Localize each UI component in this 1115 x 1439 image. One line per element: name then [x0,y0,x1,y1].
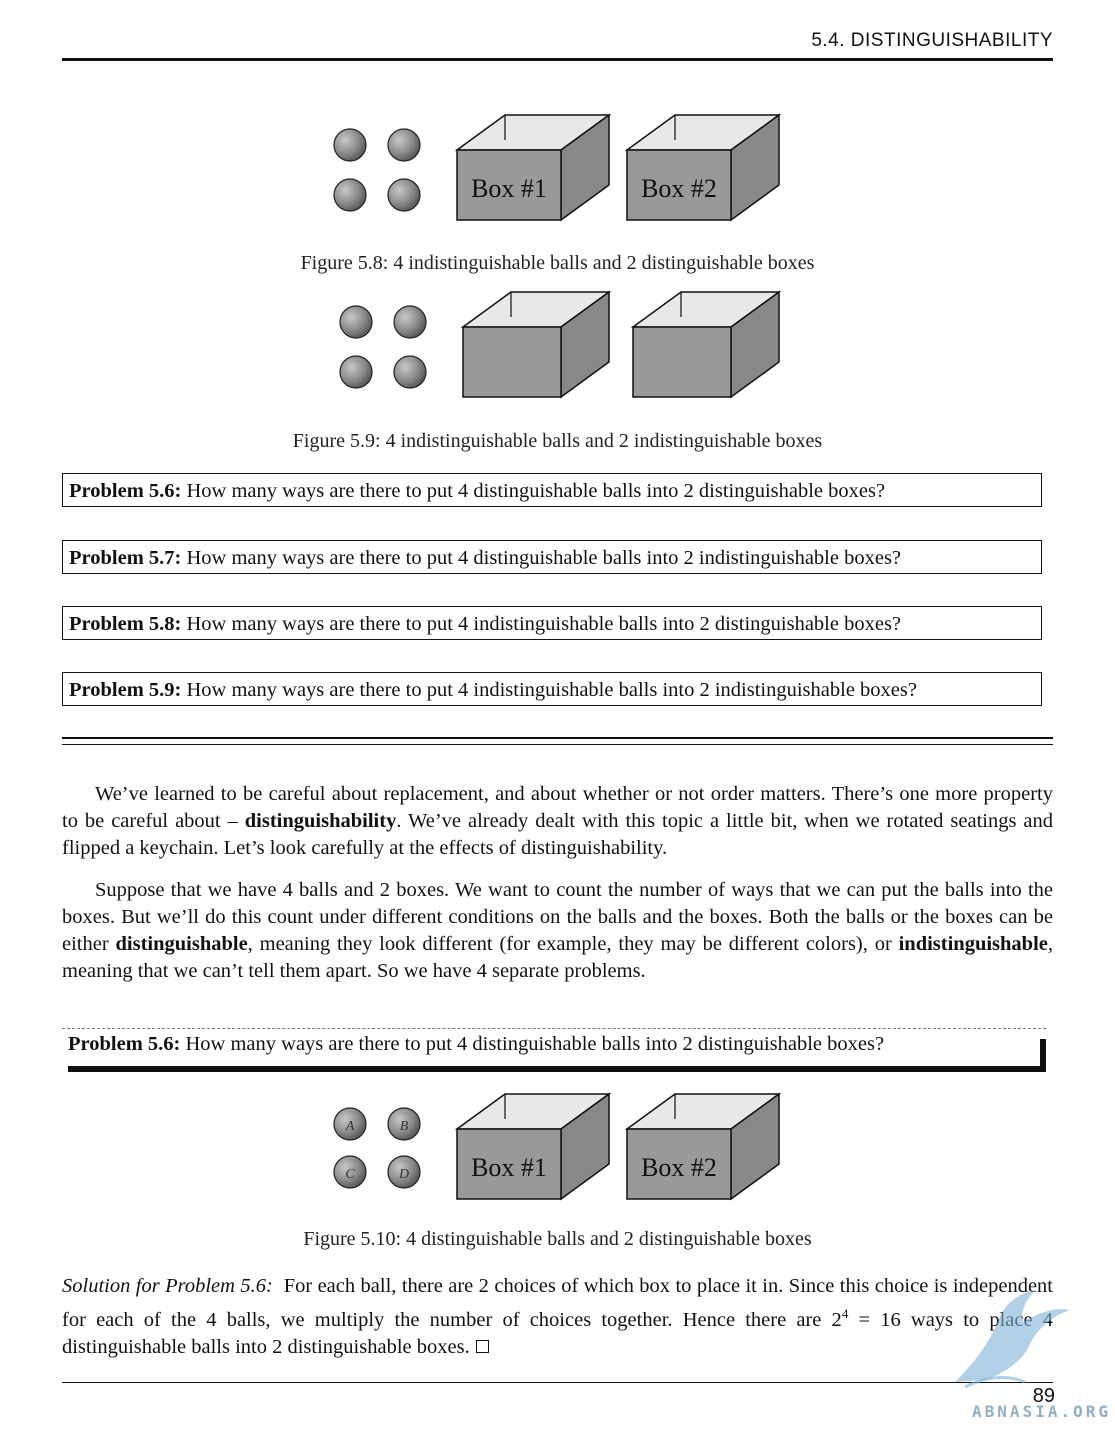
problem-text: How many ways are there to put 4 disting… [186,480,886,502]
problem-text: How many ways are there to put 4 disting… [186,547,902,569]
ball-label: A [345,1119,355,1134]
box-2-label: Box #2 [641,1153,717,1182]
ball [333,128,367,162]
box-2-label: Box #2 [641,174,717,203]
qed-icon [475,1339,489,1353]
box-2: Box #2 [624,113,782,222]
solution-5-6: Solution for Problem 5.6: For each ball,… [62,1275,1054,1358]
box-a [460,290,612,399]
problem-5-6-box: Problem 5.6: How many ways are there to … [62,473,1042,507]
ball-label: C [345,1167,355,1182]
ball [387,178,421,212]
page-number: 89 [1032,1385,1055,1407]
term-distinguishable: distinguishable [115,933,248,955]
paragraph-2: Suppose that we have 4 balls and 2 boxes… [62,879,1053,982]
problem-label: Problem 5.6: [69,480,182,502]
figure-5-9-caption: Figure 5.9: 4 indistinguishable balls an… [292,430,823,452]
watermark: ABNASIA.ORG [972,1402,1111,1421]
ball-a [333,1107,367,1141]
running-header: 5.4. DISTINGUISHABILITY [811,30,1053,51]
box-1-label: Box #1 [471,1153,547,1182]
figure-5-9 [339,290,782,399]
section-divider-bottom [62,744,1053,745]
problem-5-6-heading: Problem 5.6: How many ways are there to … [62,1028,1046,1072]
ball [393,355,427,389]
problem-5-7-box: Problem 5.7: How many ways are there to … [62,540,1042,574]
problem-label: Problem 5.8: [69,613,182,635]
ball [339,305,373,339]
ball-label: D [398,1167,409,1182]
header-rule [62,58,1053,61]
figure-5-10-caption: Figure 5.10: 4 distinguishable balls and… [303,1228,812,1250]
section-divider-top [62,737,1053,739]
ball-label: B [400,1119,409,1134]
figure-5-8: Box #1 Box #2 [333,113,782,222]
problem-text: How many ways are there to put 4 indisti… [186,679,917,701]
problem-label: Problem 5.7: [69,547,182,569]
problem-5-9-box: Problem 5.9: How many ways are there to … [62,672,1042,706]
problem-5-8-box: Problem 5.8: How many ways are there to … [62,606,1042,640]
box-1: Box #1 [454,113,612,222]
problem-text: How many ways are there to put 4 disting… [185,1033,885,1055]
solution-label: Solution for Problem 5.6: [62,1275,273,1297]
ball-c [333,1155,367,1189]
ball-b [387,1107,421,1141]
ball [333,178,367,212]
paragraph-1: We’ve learned to be careful about replac… [62,783,1053,859]
problem-text: How many ways are there to put 4 indisti… [186,613,902,635]
problem-label: Problem 5.9: [69,679,182,701]
ball [387,128,421,162]
exponent: 4 [841,1306,849,1321]
shadow-right [1040,1039,1046,1072]
ball-d [387,1155,421,1189]
box-b [630,290,782,399]
footer-rule [62,1382,1053,1383]
ball [393,305,427,339]
ball [339,355,373,389]
shadow-bottom [68,1066,1046,1072]
figure-5-10: A B C D Box #1 Box #2 [333,1092,782,1201]
box-2: Box #2 [624,1092,782,1201]
problem-label: Problem 5.6: [68,1033,181,1055]
box-1: Box #1 [454,1092,612,1201]
term-distinguishability: distinguishability [244,810,397,832]
figure-5-8-caption: Figure 5.8: 4 indistinguishable balls an… [300,252,815,274]
term-indistinguishable: indistinguishable [898,933,1048,955]
watermark-bird-icon [955,1290,1070,1389]
box-1-label: Box #1 [471,174,547,203]
